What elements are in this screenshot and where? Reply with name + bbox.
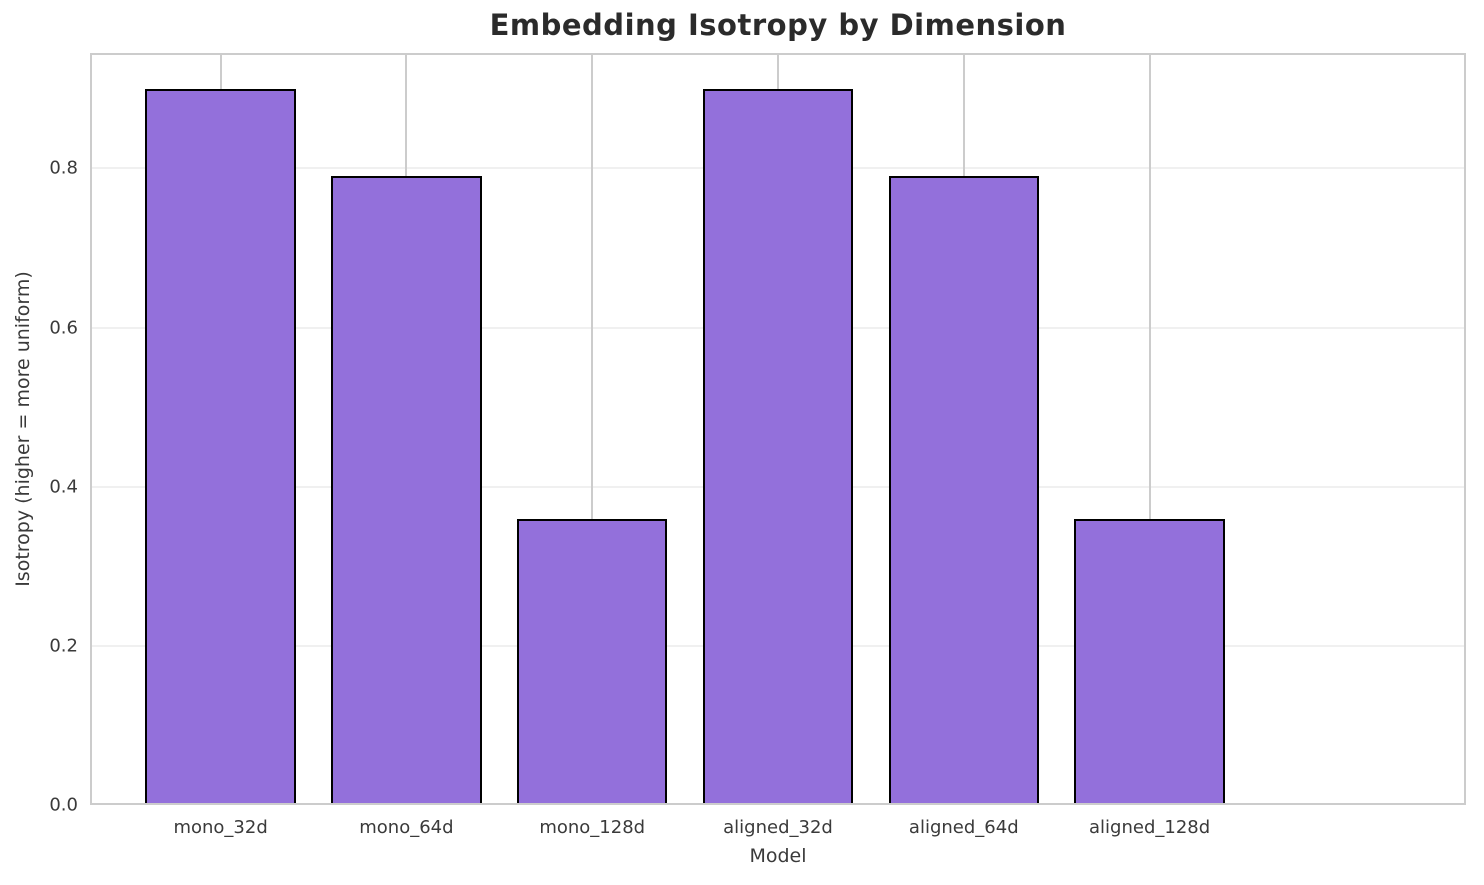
y-tick-label: 0.8 bbox=[49, 157, 78, 179]
x-tick-label-aligned_128d: aligned_128d bbox=[1089, 817, 1211, 838]
x-tick-label-aligned_64d: aligned_64d bbox=[908, 817, 1019, 838]
bar-aligned_64d bbox=[888, 176, 1040, 805]
y-tick-label: 0.0 bbox=[49, 794, 78, 816]
y-tick-label: 0.2 bbox=[49, 635, 78, 657]
plot-area bbox=[90, 53, 1466, 805]
x-axis-label: Model bbox=[749, 845, 807, 867]
y-tick-label: 0.4 bbox=[49, 476, 78, 498]
x-tick-label-mono_32d: mono_32d bbox=[173, 817, 268, 838]
x-tick-label-mono_128d: mono_128d bbox=[539, 817, 646, 838]
y-tick-label: 0.6 bbox=[49, 317, 78, 339]
gridline-vertical bbox=[1148, 53, 1151, 805]
bar-mono_32d bbox=[145, 88, 296, 805]
bar-mono_128d bbox=[516, 518, 668, 805]
bar-aligned_128d bbox=[1074, 518, 1225, 805]
bar-aligned_32d bbox=[702, 88, 854, 805]
chart-title: Embedding Isotropy by Dimension bbox=[489, 8, 1067, 42]
x-tick-label-mono_64d: mono_64d bbox=[359, 817, 454, 838]
x-tick-label-aligned_32d: aligned_32d bbox=[723, 817, 833, 838]
bar-mono_64d bbox=[331, 176, 482, 805]
gridline-vertical bbox=[591, 53, 594, 805]
